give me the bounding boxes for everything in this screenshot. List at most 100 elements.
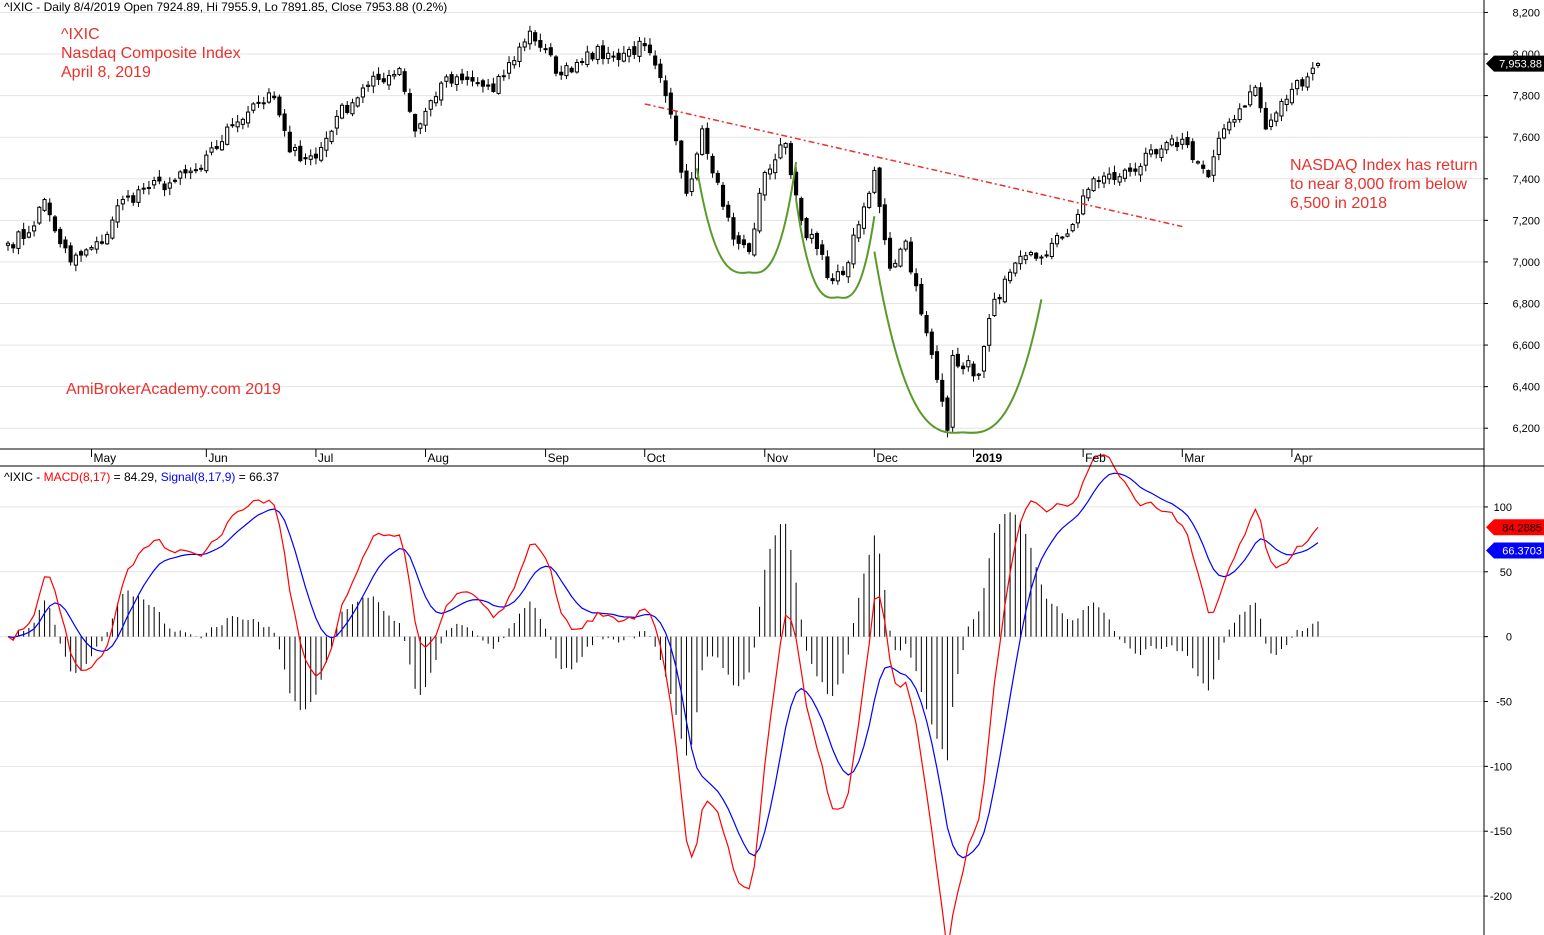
candle-up — [1227, 121, 1232, 131]
candle-up — [767, 168, 773, 175]
candle-up — [987, 318, 992, 346]
candle-up — [846, 262, 851, 278]
candle-down — [131, 195, 136, 203]
candle-up — [1117, 176, 1122, 183]
candle-down — [491, 83, 496, 92]
candle-down — [162, 183, 167, 191]
candle-down — [997, 296, 1002, 300]
candle-up — [1086, 188, 1091, 199]
macd-tick-label: -200 — [1490, 891, 1512, 903]
candle-up — [1242, 105, 1247, 108]
candle-down — [141, 187, 146, 190]
candle-down — [1039, 256, 1044, 259]
candle-up — [204, 154, 209, 172]
candle-down — [475, 82, 480, 85]
macd-y-axis: -200 -150 -100 -50 0 50 100 — [1484, 502, 1512, 903]
candle-down — [272, 95, 277, 99]
candle-up — [851, 234, 856, 265]
candle-down — [345, 104, 350, 113]
candle-up — [778, 144, 783, 159]
candle-up — [371, 75, 376, 87]
candle-down — [1201, 164, 1206, 169]
date-tick-label: Feb — [1085, 451, 1106, 465]
candle-down — [882, 204, 887, 241]
candle-down — [553, 56, 559, 74]
candle-up — [1268, 119, 1274, 127]
candle-up — [867, 192, 872, 208]
candle-down — [1175, 141, 1180, 148]
candle-down — [449, 74, 454, 84]
candle-up — [251, 103, 256, 111]
signal-line — [7, 472, 1319, 859]
candle-up — [700, 128, 705, 155]
candle-down — [548, 47, 553, 56]
price-header-symbol: ^IXIC — [4, 0, 33, 14]
candle-up — [1060, 236, 1065, 239]
candle-up — [950, 354, 955, 428]
price-tick-label: 7,600 — [1512, 132, 1540, 144]
candle-up — [1248, 91, 1253, 106]
candle-up — [1002, 278, 1007, 303]
candle-down — [157, 176, 162, 182]
commentary-annotation: NASDAQ Index has return to near 8,000 fr… — [1290, 156, 1478, 213]
resistance-trendline — [644, 103, 1183, 228]
macd-header-signal-value: = 66.37 — [235, 470, 280, 484]
candle-down — [642, 43, 647, 47]
candle-down — [413, 114, 418, 132]
candle-up — [1279, 100, 1284, 117]
price-tick-label: 6,600 — [1512, 340, 1540, 352]
candle-up — [872, 169, 877, 193]
candle-down — [559, 71, 564, 76]
candle-up — [835, 271, 840, 282]
candle-down — [794, 171, 799, 196]
candle-down — [125, 195, 131, 198]
candle-up — [444, 76, 449, 82]
candle-up — [1096, 180, 1101, 183]
candle-down — [955, 353, 960, 367]
candle-down — [616, 52, 621, 61]
candle-up — [172, 179, 178, 182]
price-tick-label: 7,000 — [1512, 257, 1540, 269]
candle-down — [47, 202, 52, 216]
candle-down — [470, 77, 475, 82]
candle-down — [929, 331, 934, 355]
candle-down — [668, 92, 673, 115]
candle-up — [1315, 63, 1321, 66]
candle-down — [919, 283, 924, 315]
candle-up — [366, 84, 371, 87]
candle-up — [120, 198, 125, 205]
candle-down — [647, 44, 653, 54]
price-tick-label: 7,800 — [1512, 91, 1540, 103]
candle-up — [856, 224, 861, 239]
candle-down — [52, 216, 58, 232]
price-tick-label: 6,400 — [1512, 382, 1540, 394]
macd-line — [7, 454, 1319, 935]
candle-down — [1185, 137, 1190, 146]
candle-down — [840, 270, 846, 275]
date-tick-label: Nov — [767, 451, 788, 465]
macd-panel-gridlines — [0, 506, 1484, 897]
candle-up — [752, 228, 757, 256]
candle-down — [1034, 252, 1039, 259]
candle-up — [32, 225, 37, 232]
candle-up — [397, 68, 402, 76]
cup-pattern-curve — [795, 199, 876, 299]
candle-up — [1289, 88, 1294, 104]
macd-header: ^IXIC - MACD(8,17) = 84.29, Signal(8,17,… — [4, 470, 279, 484]
candle-down — [736, 235, 741, 244]
macd-tick-label: 50 — [1500, 567, 1512, 579]
candle-up — [564, 65, 569, 77]
candle-down — [747, 243, 752, 253]
date-tick-label: Dec — [876, 451, 897, 465]
candle-up — [266, 92, 272, 103]
candle-down — [720, 184, 726, 207]
candle-up — [1049, 242, 1054, 257]
candle-up — [992, 298, 997, 317]
candle-up — [329, 130, 334, 143]
macd-tick-label: -100 — [1490, 761, 1512, 773]
candle-up — [783, 142, 788, 148]
candle-up — [5, 242, 11, 246]
candle-down — [58, 228, 63, 245]
candle-down — [402, 71, 407, 92]
